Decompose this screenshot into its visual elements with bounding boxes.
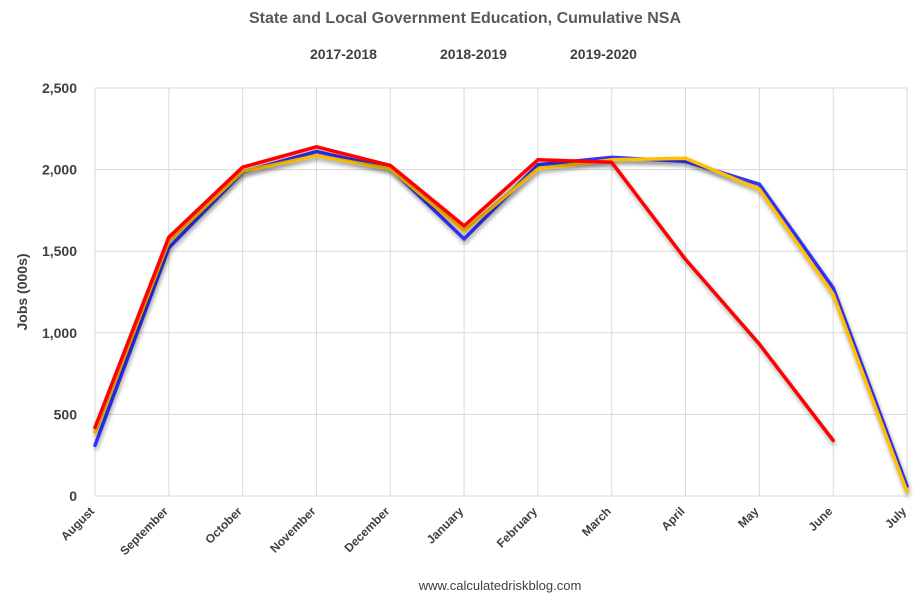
x-axis-ticks: August September October November December Ja… [58,504,909,558]
legend-label: 2019-2020 [570,46,637,62]
series-line-2019-2020 [93,145,835,443]
y-tick-label: 2,500 [42,80,77,96]
y-axis-ticks: 0 500 1,000 1,500 2,000 2,500 [42,80,77,504]
x-tick-label: April [658,504,687,533]
x-tick-label: December [341,504,392,555]
x-tick-label: October [202,504,245,547]
x-tick-label: September [117,504,171,558]
legend: 2017-2018 2018-2019 2019-2020 [280,46,637,62]
y-tick-label: 1,500 [42,243,77,259]
y-axis-label: Jobs (000s) [14,253,30,330]
x-tick-label: March [579,504,614,539]
legend-label: 2018-2019 [440,46,507,62]
series-lines [93,145,909,494]
y-tick-label: 0 [69,488,77,504]
chart-title: State and Local Government Education, Cu… [249,10,682,27]
x-tick-label: February [494,504,540,550]
source-text: www.calculatedriskblog.com [418,578,582,593]
x-tick-label: January [424,504,467,547]
x-tick-label: November [267,504,319,556]
y-tick-label: 1,000 [42,325,77,341]
y-tick-label: 2,000 [42,162,77,178]
x-tick-label: July [882,504,909,531]
x-tick-label: June [806,504,836,534]
y-tick-label: 500 [54,406,78,422]
legend-label: 2017-2018 [310,46,377,62]
gridlines [94,87,908,497]
series-line-2018-2019 [93,153,909,494]
x-tick-label: May [735,504,762,531]
x-tick-label: August [58,504,97,543]
